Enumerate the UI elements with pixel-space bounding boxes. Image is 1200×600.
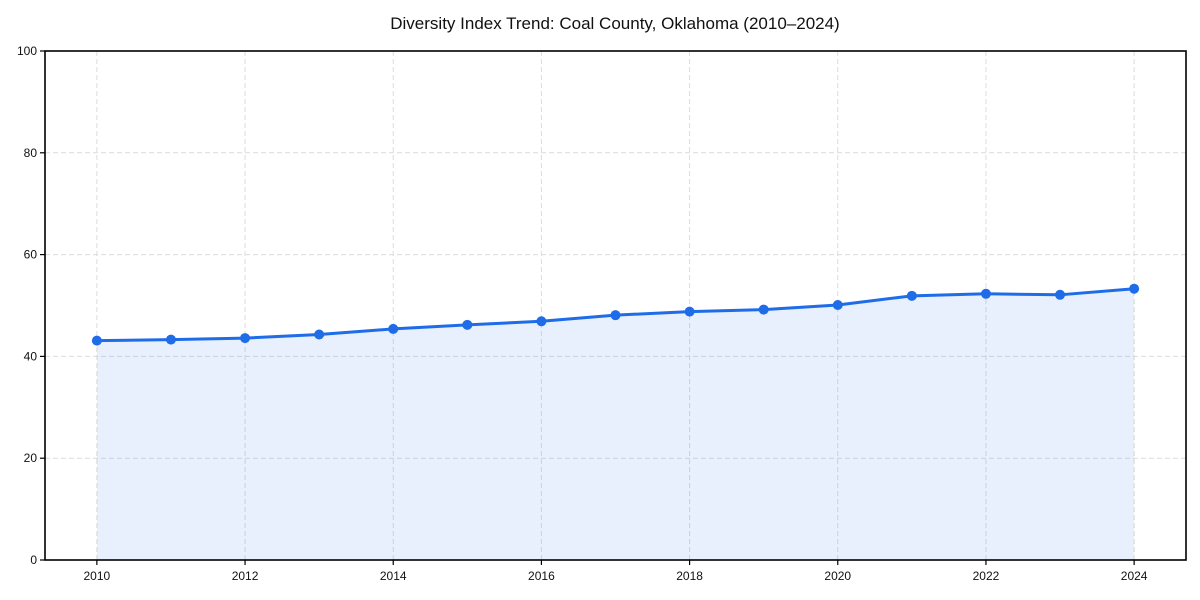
y-tick-label: 20 (24, 451, 38, 465)
y-tick-label: 40 (24, 349, 38, 363)
data-point-marker (832, 299, 843, 310)
y-tick-label: 60 (24, 248, 38, 262)
data-point-layer (91, 283, 1140, 346)
area-fill (96, 288, 1135, 560)
tick-label-layer: 2010 2012 2014 2016 2018 2020 2022 2024 0 20 40 60 8… (17, 44, 1148, 583)
y-tick-label: 0 (30, 553, 37, 567)
x-tick-label: 2018 (676, 569, 703, 583)
data-point-marker (240, 333, 251, 344)
x-tick-label: 2016 (528, 569, 555, 583)
data-point-marker (1055, 289, 1066, 300)
data-point-marker (906, 290, 917, 301)
data-point-marker (536, 316, 547, 327)
area-fill-layer (96, 288, 1135, 560)
x-tick-label: 2024 (1121, 569, 1148, 583)
data-point-marker (980, 288, 991, 299)
y-tick-label: 80 (24, 146, 38, 160)
x-tick-label: 2014 (380, 569, 407, 583)
y-tick-label: 100 (17, 44, 37, 58)
data-point-marker (388, 323, 399, 334)
plot-border (44, 50, 1187, 561)
data-point-marker (758, 304, 769, 315)
chart-title: Diversity Index Trend: Coal County, Okla… (390, 14, 839, 33)
data-point-marker (165, 334, 176, 345)
axes-layer (40, 50, 1187, 565)
x-tick-label: 2012 (232, 569, 259, 583)
x-tick-label: 2022 (973, 569, 1000, 583)
data-point-marker (314, 329, 325, 340)
data-point-marker (91, 335, 102, 346)
x-tick-label: 2010 (84, 569, 111, 583)
data-point-marker (684, 306, 695, 317)
data-point-marker (1129, 283, 1140, 294)
data-point-marker (462, 319, 473, 330)
x-tick-label: 2020 (824, 569, 851, 583)
data-point-marker (610, 310, 621, 321)
